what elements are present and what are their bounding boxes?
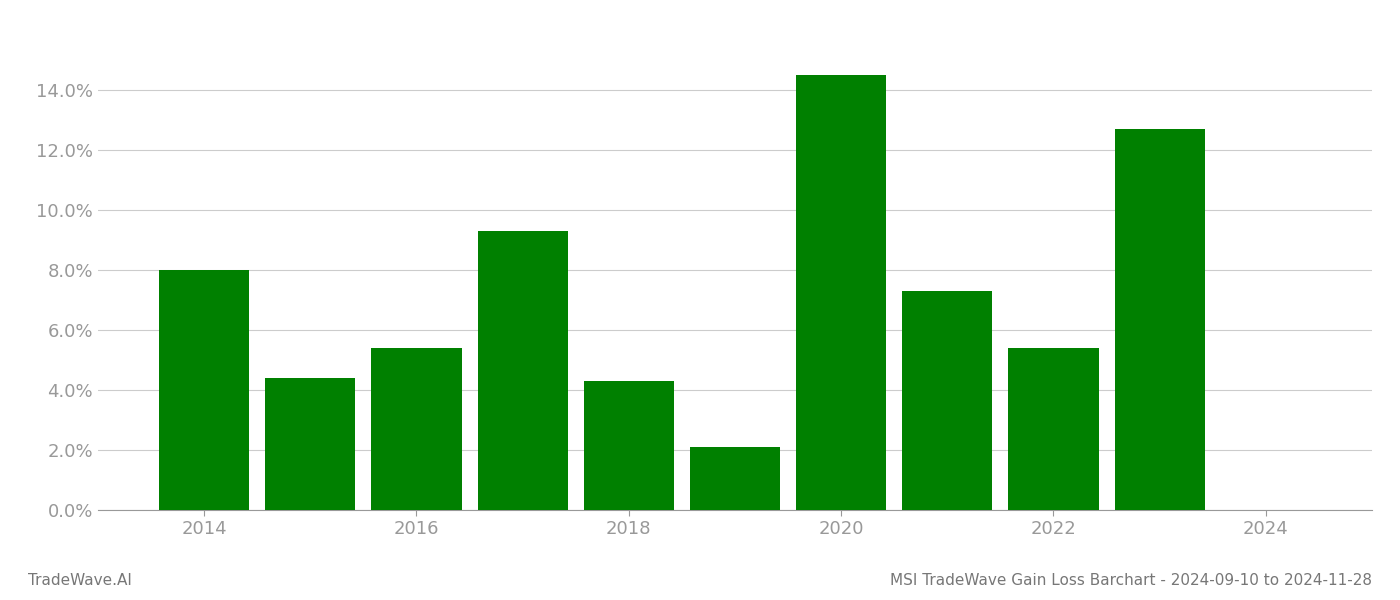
Bar [902,291,993,510]
Text: TradeWave.AI: TradeWave.AI [28,573,132,588]
Bar [690,447,780,510]
Bar [1008,348,1099,510]
Bar [1114,129,1205,510]
Bar [160,270,249,510]
Bar [265,378,356,510]
Text: MSI TradeWave Gain Loss Barchart - 2024-09-10 to 2024-11-28: MSI TradeWave Gain Loss Barchart - 2024-… [890,573,1372,588]
Bar [584,381,673,510]
Bar [371,348,462,510]
Bar [797,75,886,510]
Bar [477,231,568,510]
